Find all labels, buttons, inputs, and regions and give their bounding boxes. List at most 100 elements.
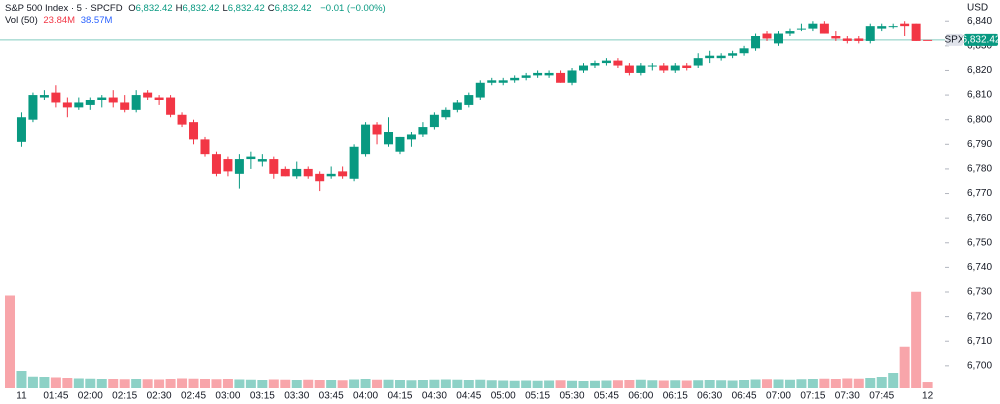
x-tick-label: 03:00 [215,391,240,402]
volume-legend: Vol (50) 23.84M 38.57M [5,15,115,26]
candle-body [246,156,256,160]
candle-body [808,23,818,29]
volume-bar [876,377,887,388]
volume-bar [589,380,600,388]
volume-bar [681,380,692,388]
x-tick-label: 12 [922,391,934,402]
volume-bar [16,371,27,388]
y-tick-label: 6,700 [967,360,992,371]
volume-bar [131,379,142,388]
volume-bar [853,378,864,388]
candle-body [372,124,382,135]
volume-bar [372,379,383,388]
volume-bar [383,379,394,388]
volume-bar [280,379,291,388]
volume-bar [899,346,910,388]
volume-bar [291,380,302,388]
x-tick-label: 11 [16,391,27,402]
candle-body [728,53,738,56]
volume-bar [601,380,612,388]
y-tick-label: 6,720 [967,311,992,322]
volume-bar [521,380,532,388]
candle-body [97,97,107,100]
candle-body [326,173,336,177]
y-tick-label: 6,830 [967,40,992,51]
x-tick-label: 02:15 [112,391,137,402]
y-tick-label: 6,710 [967,336,992,347]
symbol-tag-bg [946,33,963,46]
candle-body [624,65,634,73]
x-tick-label: 07:15 [800,391,825,402]
volume-name: Vol (50) [5,15,38,26]
candle-body [911,23,921,41]
volume-bar [96,379,107,388]
volume-bar [807,379,818,388]
legend-value: 6,832.42 [182,3,220,14]
volume-bar [773,379,784,388]
candle-body [361,124,371,155]
candle-body [189,122,199,140]
volume-bar [796,379,807,388]
candle-body [659,65,669,71]
candle-body [74,102,84,108]
volume-bar [567,380,578,388]
volume-bar [555,380,566,388]
candle-body [647,65,657,67]
x-tick-label: 06:15 [663,391,688,402]
volume-bar [119,379,130,388]
volume-bar [188,378,199,388]
candle-body [900,23,910,27]
volume-bar [417,380,428,388]
volume-bar [440,379,451,388]
volume-bar [39,377,50,388]
candle-body [544,72,554,76]
volume-bar [360,379,371,388]
volume-bar [509,380,520,388]
candle-body [85,100,95,105]
legend-value: 6,832.42 [135,3,173,14]
candle-body [636,65,646,73]
candle-body [533,72,543,76]
candle-body [234,159,244,174]
candle-body [567,70,577,83]
x-tick-label: 03:15 [250,391,275,402]
legend-key: H [175,3,183,14]
volume-bar [612,380,623,388]
candle-body [464,95,474,105]
volume-bar [624,380,635,388]
candle-body [521,75,531,78]
volume-bar [268,379,279,388]
volume-bar [888,373,899,388]
candle-body [292,168,302,177]
y-tick-label: 6,750 [967,237,992,248]
y-tick-label: 6,800 [967,114,992,125]
volume-bar [394,380,405,388]
y-tick-label: 6,840 [967,16,992,27]
candle-body [28,95,38,120]
x-tick-label: 03:30 [284,391,309,402]
candle-body [613,60,623,66]
volume-bar [211,379,222,388]
volume-bar [716,380,727,388]
legend-key: O [128,3,136,14]
candle-body [796,28,806,30]
volume-bar [257,380,268,388]
candle-body [441,109,451,118]
candle-body [51,92,61,103]
volume-bar [498,380,509,388]
candle-body [429,114,439,128]
volume-bar [73,378,84,388]
volume-bar [486,380,497,388]
candle-body [211,154,221,174]
volume-bar [635,379,646,388]
price-tag: 6,832.42 [962,35,1000,46]
volume-bar [819,378,830,388]
candle-body [682,65,692,68]
volume-bar [739,380,750,388]
candle-body [269,159,279,174]
volume-bar [303,379,314,388]
x-tick-label: 04:30 [422,391,447,402]
volume-bar [452,379,463,388]
candle-body [877,26,887,29]
x-tick-label: 03:45 [319,391,344,402]
